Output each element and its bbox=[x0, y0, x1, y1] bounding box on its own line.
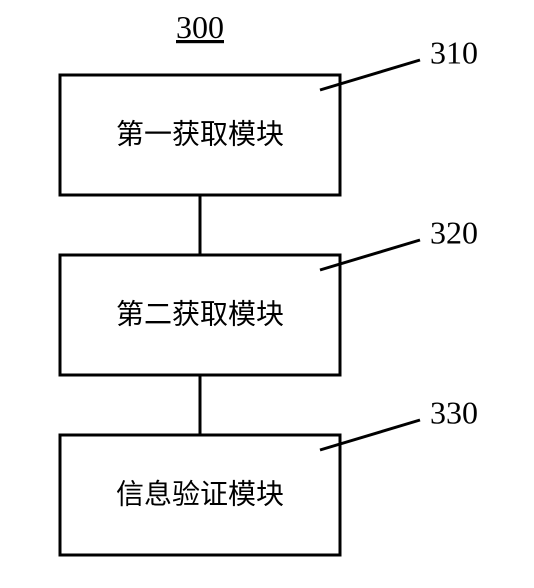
callout-label: 310 bbox=[430, 34, 478, 70]
module-label: 信息验证模块 bbox=[116, 479, 284, 511]
callout-label: 320 bbox=[430, 214, 478, 250]
callout-label: 330 bbox=[430, 394, 478, 430]
diagram-title: 300 bbox=[176, 9, 224, 45]
module-label: 第二获取模块 bbox=[116, 299, 284, 331]
diagram-canvas: 300 第一获取模块 310 第二获取模块 320 信息验证模块 330 bbox=[0, 0, 534, 588]
module-label: 第一获取模块 bbox=[116, 119, 284, 151]
